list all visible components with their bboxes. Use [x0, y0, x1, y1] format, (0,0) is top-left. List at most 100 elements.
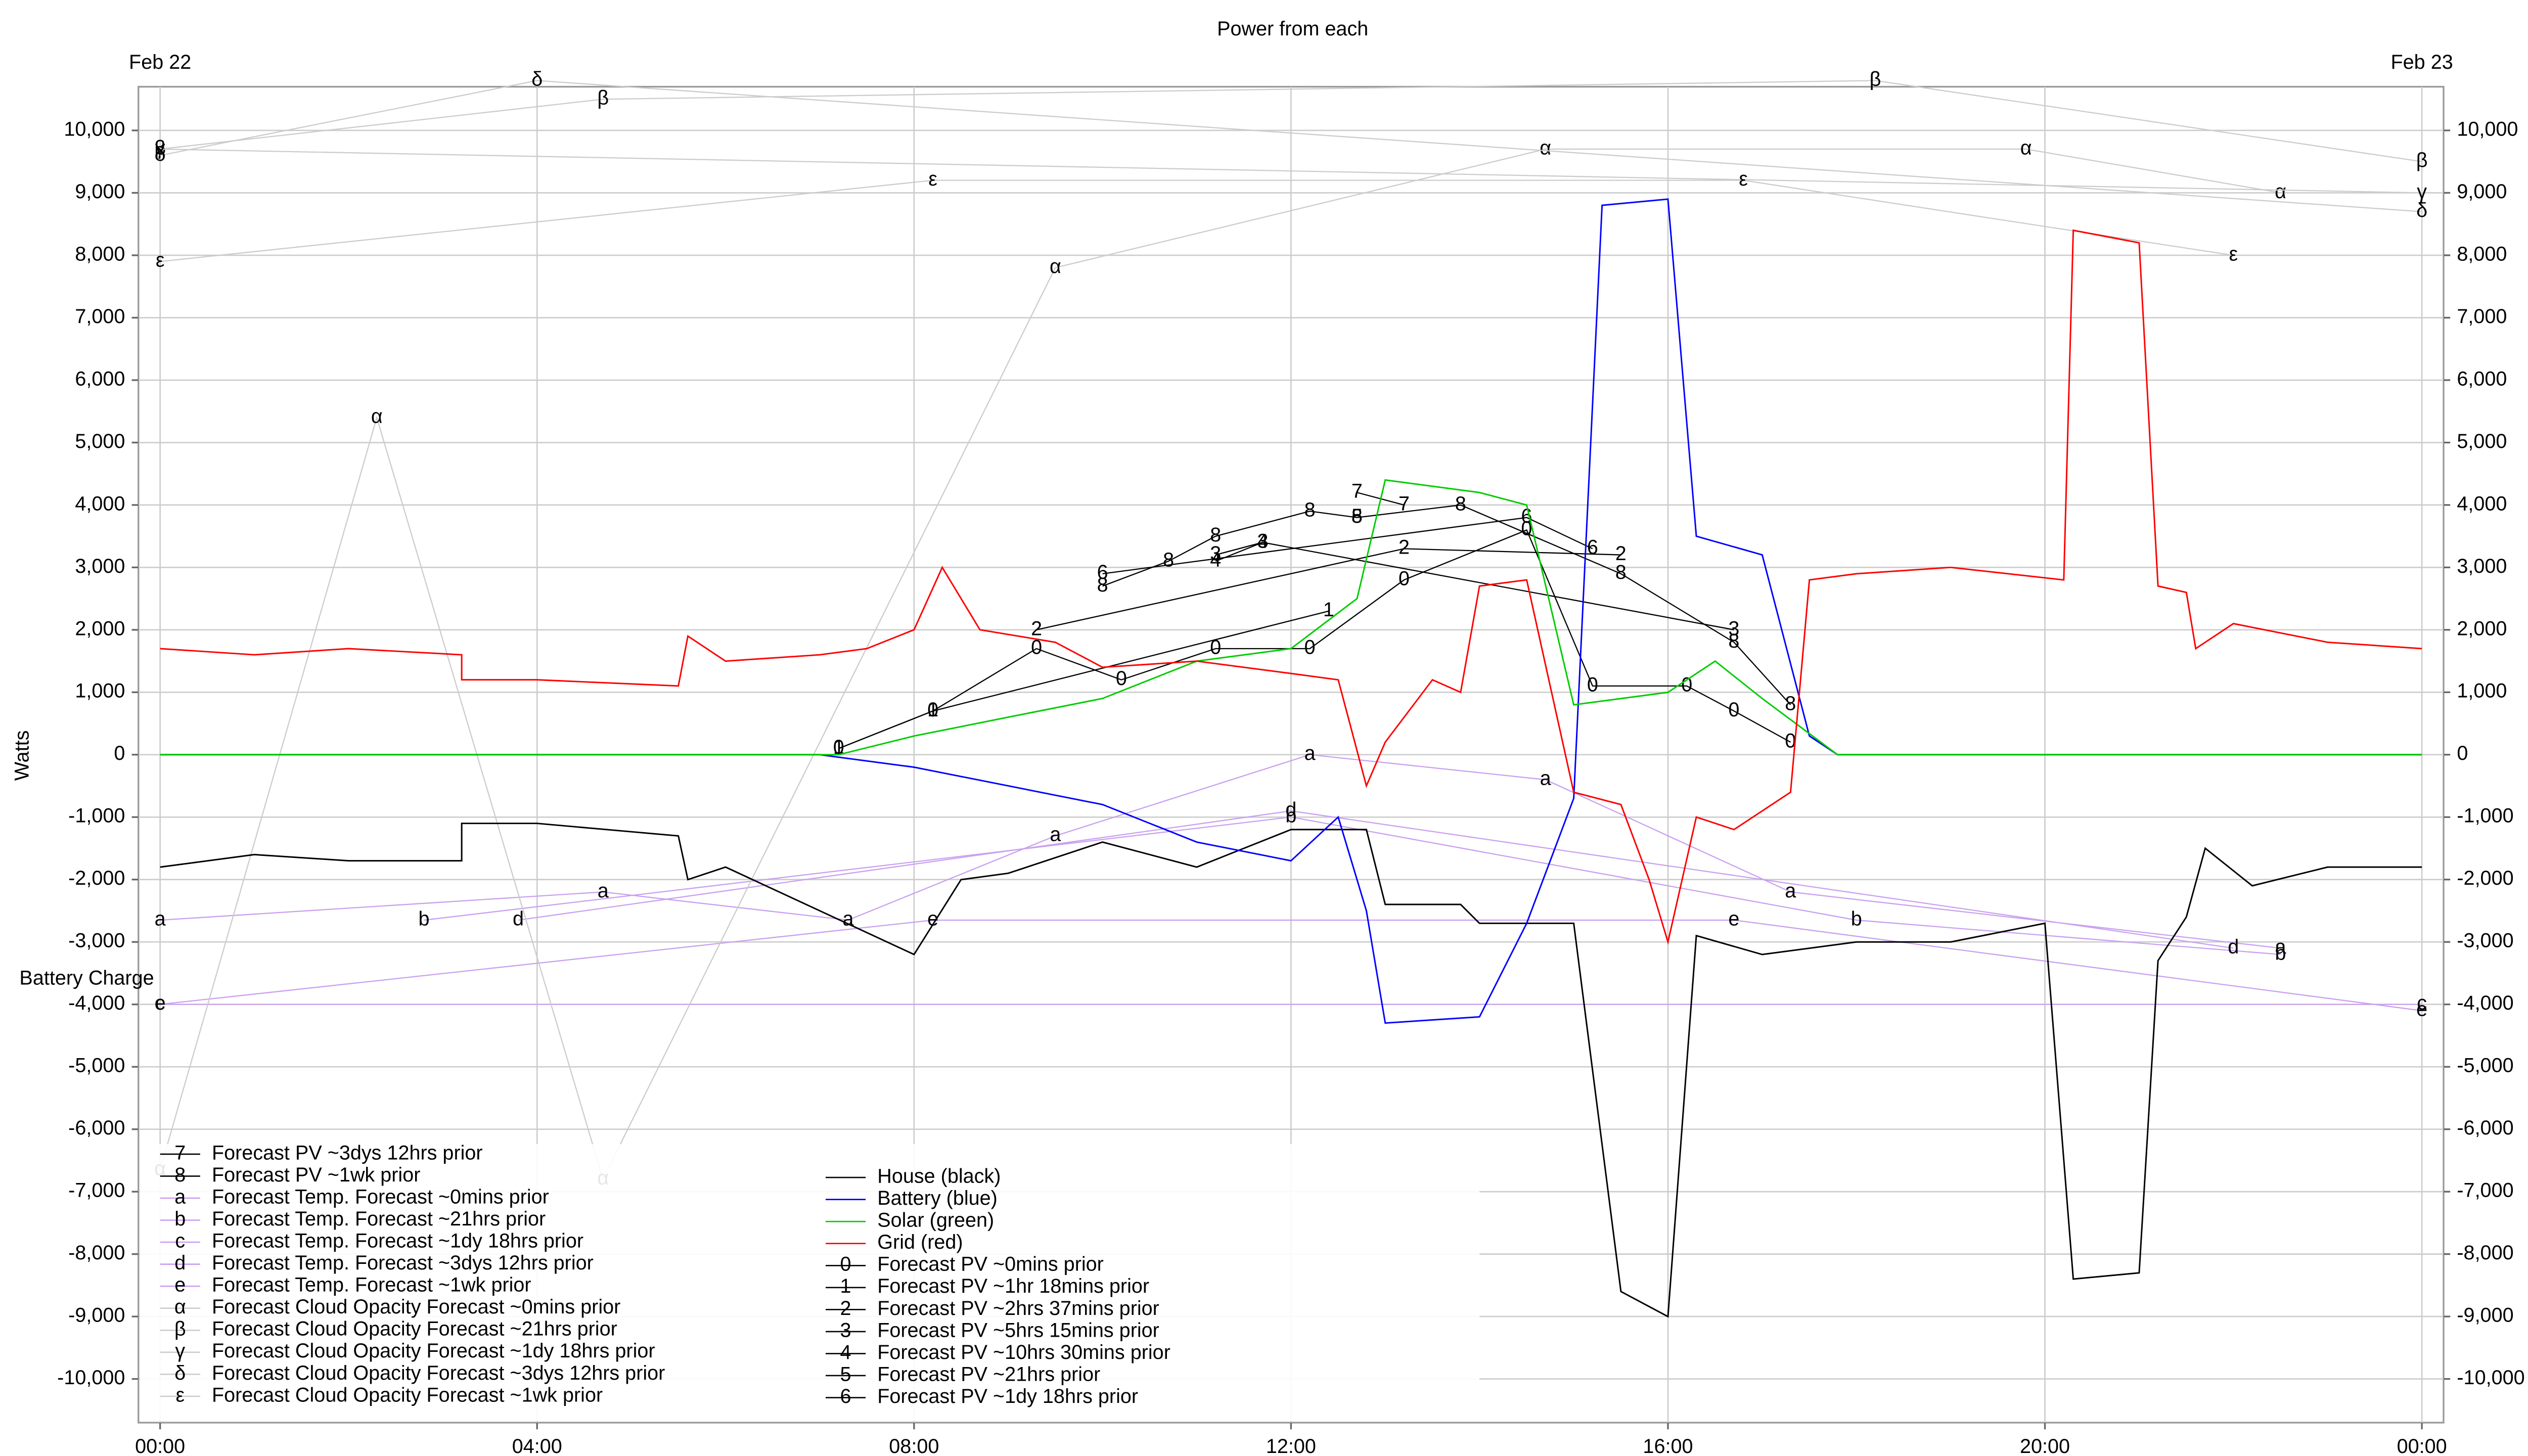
y-tick-label: 5,000: [75, 430, 125, 452]
legend-marker: 5: [840, 1363, 851, 1385]
y-tick-label: 7,000: [75, 305, 125, 328]
legend-marker: b: [174, 1208, 186, 1230]
y-tick-label: 1,000: [75, 680, 125, 702]
date-label: Feb 23: [2391, 51, 2453, 73]
y-tick-label: 9,000: [75, 180, 125, 203]
y-tick-label: 2,000: [75, 617, 125, 640]
legend: [140, 1144, 1480, 1421]
y-tick-label: -9,000: [68, 1304, 125, 1327]
series-line: [160, 80, 2422, 162]
x-tick-label: 00:00: [2397, 1435, 2447, 1456]
legend-label: Forecast Cloud Opacity Forecast ~3dys 12…: [212, 1362, 665, 1384]
y-tick-label: -5,000: [68, 1055, 125, 1077]
point-marker: a: [1050, 824, 1061, 846]
y-tick-label-right: -1,000: [2457, 805, 2513, 827]
point-marker: 6: [1521, 505, 1532, 527]
point-marker: 0: [1398, 567, 1410, 589]
point-marker: 0: [1681, 673, 1692, 696]
point-marker: 0: [1210, 636, 1221, 658]
point-marker: 8: [1304, 499, 1316, 521]
point-marker: δ: [155, 143, 166, 165]
legend-marker: 6: [840, 1385, 851, 1407]
point-marker: δ: [2416, 199, 2427, 221]
y-tick-label-right: 3,000: [2457, 555, 2507, 577]
point-marker: 4: [1257, 530, 1268, 552]
legend-label: House (black): [877, 1165, 1001, 1188]
point-marker: ε: [1739, 168, 1748, 190]
y-tick-label: -4,000: [68, 992, 125, 1014]
point-marker: 7: [1351, 480, 1363, 503]
y-tick-label-right: 4,000: [2457, 492, 2507, 515]
legend-label: Forecast PV ~5hrs 15mins prior: [877, 1319, 1159, 1341]
point-marker: 0: [1116, 667, 1127, 690]
point-marker: α: [2020, 136, 2032, 159]
y-tick-label: 0: [114, 742, 125, 764]
legend-label: Forecast PV ~1wk prior: [212, 1164, 420, 1186]
y-axis-label: Watts: [11, 731, 33, 781]
y-tick-label-right: 0: [2457, 742, 2468, 764]
series-line: [160, 229, 2422, 945]
legend-marker: e: [174, 1274, 186, 1296]
point-marker: e: [1728, 907, 1739, 930]
point-marker: 8: [1097, 574, 1108, 596]
series-line: [160, 179, 2234, 262]
point-marker: a: [155, 907, 166, 930]
point-marker: a: [2275, 936, 2287, 958]
point-marker: 7: [1398, 492, 1410, 515]
point-marker: e: [155, 992, 166, 1014]
legend-marker: β: [174, 1318, 186, 1340]
point-marker: 8: [1163, 549, 1174, 571]
point-marker: 4: [1210, 549, 1221, 571]
point-marker: a: [1785, 880, 1796, 902]
point-marker: a: [1540, 767, 1552, 790]
series-line: [160, 754, 2281, 949]
legend-marker: 8: [174, 1164, 186, 1186]
legend-label: Forecast Temp. Forecast ~1dy 18hrs prior: [212, 1230, 583, 1252]
y-tick-label: -8,000: [68, 1242, 125, 1264]
point-marker: β: [597, 87, 609, 109]
legend-marker: 4: [840, 1341, 851, 1363]
legend-label: Forecast Temp. Forecast ~1wk prior: [212, 1274, 531, 1296]
legend-label: Forecast Cloud Opacity Forecast ~0mins p…: [212, 1296, 620, 1318]
legend-label: Forecast PV ~2hrs 37mins prior: [877, 1297, 1159, 1320]
annotation: Battery Charge: [19, 967, 154, 989]
point-marker: β: [154, 136, 166, 159]
legend-marker: 2: [840, 1297, 851, 1320]
series-line: [1102, 517, 1593, 574]
y-tick-label-right: 9,000: [2457, 180, 2507, 203]
series-line: [518, 810, 2234, 949]
point-marker: 8: [1615, 561, 1627, 583]
point-marker: 0: [1304, 636, 1316, 658]
series-line: [160, 80, 2422, 212]
y-tick-label-right: -8,000: [2457, 1242, 2513, 1264]
point-marker: γ: [2417, 180, 2427, 203]
point-marker: 8: [1785, 692, 1796, 714]
y-tick-label-right: -2,000: [2457, 867, 2513, 889]
legend-marker: γ: [175, 1340, 185, 1362]
point-marker: ε: [156, 249, 165, 271]
point-marker: d: [1285, 798, 1296, 821]
y-tick-label: -3,000: [68, 930, 125, 952]
point-marker: 1: [833, 736, 844, 758]
legend-label: Forecast PV ~21hrs prior: [877, 1363, 1100, 1385]
point-marker: 3: [1728, 617, 1739, 640]
point-marker: a: [1304, 742, 1316, 764]
x-tick-label: 00:00: [135, 1435, 185, 1456]
y-tick-label-right: -7,000: [2457, 1179, 2513, 1202]
point-marker: 0: [833, 736, 844, 758]
series-line: [424, 816, 2281, 956]
y-tick-label-right: -9,000: [2457, 1304, 2513, 1327]
legend-label: Forecast Cloud Opacity Forecast ~1dy 18h…: [212, 1340, 655, 1362]
point-marker: β: [2416, 149, 2428, 171]
legend-label: Forecast Temp. Forecast ~21hrs prior: [212, 1208, 546, 1230]
point-marker: e: [927, 907, 938, 930]
chart-title: Power from each: [1217, 18, 1368, 40]
point-marker: b: [1851, 907, 1862, 930]
legend-marker: 0: [840, 1253, 851, 1276]
legend-label: Forecast PV ~1dy 18hrs prior: [877, 1385, 1138, 1407]
point-marker: d: [513, 907, 524, 930]
y-tick-label-right: 6,000: [2457, 368, 2507, 390]
y-tick-label: 6,000: [75, 368, 125, 390]
